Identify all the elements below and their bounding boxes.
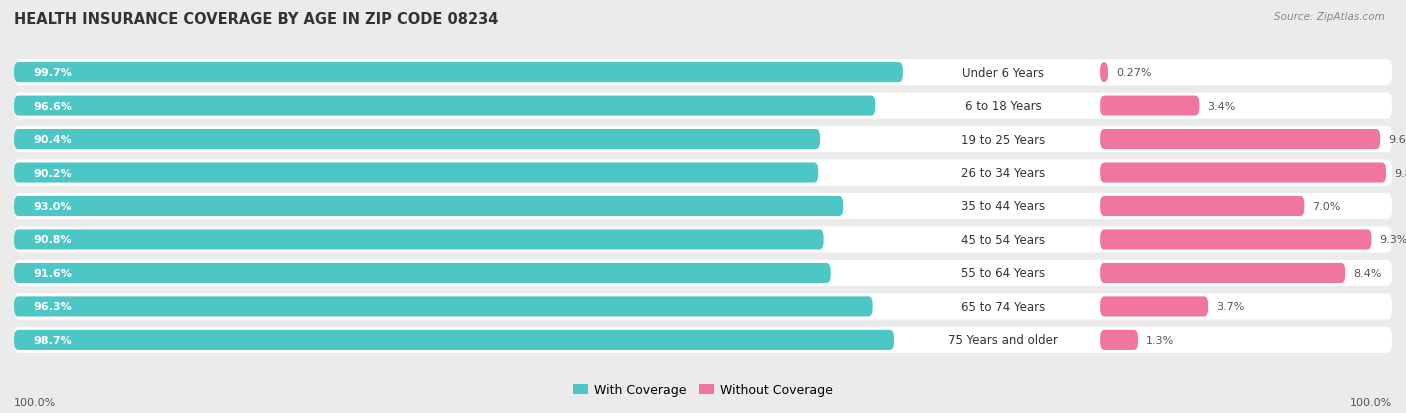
FancyBboxPatch shape [14, 327, 1392, 353]
Text: 99.7%: 99.7% [34, 68, 72, 78]
FancyBboxPatch shape [14, 230, 824, 250]
FancyBboxPatch shape [14, 93, 1392, 119]
Text: 6 to 18 Years: 6 to 18 Years [965, 100, 1042, 113]
Text: 9.6%: 9.6% [1388, 135, 1406, 145]
FancyBboxPatch shape [14, 160, 1392, 186]
FancyBboxPatch shape [1099, 330, 1137, 350]
Text: 65 to 74 Years: 65 to 74 Years [960, 300, 1045, 313]
Text: 75 Years and older: 75 Years and older [948, 334, 1057, 347]
Text: 91.6%: 91.6% [34, 268, 72, 278]
Text: 3.7%: 3.7% [1216, 301, 1244, 312]
FancyBboxPatch shape [1099, 263, 1346, 283]
FancyBboxPatch shape [911, 64, 1095, 82]
Text: 7.0%: 7.0% [1313, 202, 1341, 211]
Text: 96.6%: 96.6% [34, 101, 73, 112]
Text: Source: ZipAtlas.com: Source: ZipAtlas.com [1274, 12, 1385, 22]
FancyBboxPatch shape [14, 260, 1392, 286]
Text: 1.3%: 1.3% [1146, 335, 1174, 345]
FancyBboxPatch shape [911, 298, 1095, 316]
Text: 90.8%: 90.8% [34, 235, 72, 245]
Text: 96.3%: 96.3% [34, 301, 72, 312]
Text: 45 to 54 Years: 45 to 54 Years [960, 233, 1045, 247]
Text: 93.0%: 93.0% [34, 202, 72, 211]
FancyBboxPatch shape [1099, 96, 1199, 116]
Text: 9.3%: 9.3% [1379, 235, 1406, 245]
Text: 90.4%: 90.4% [34, 135, 72, 145]
FancyBboxPatch shape [1099, 63, 1108, 83]
Text: 8.4%: 8.4% [1354, 268, 1382, 278]
Text: 55 to 64 Years: 55 to 64 Years [960, 267, 1045, 280]
FancyBboxPatch shape [1099, 163, 1386, 183]
Text: 100.0%: 100.0% [1350, 397, 1392, 407]
FancyBboxPatch shape [14, 197, 844, 216]
FancyBboxPatch shape [14, 193, 1392, 220]
Text: 100.0%: 100.0% [14, 397, 56, 407]
FancyBboxPatch shape [1099, 130, 1381, 150]
Text: 3.4%: 3.4% [1208, 101, 1236, 112]
FancyBboxPatch shape [14, 263, 831, 283]
Text: Under 6 Years: Under 6 Years [962, 66, 1043, 79]
FancyBboxPatch shape [1099, 297, 1208, 317]
Legend: With Coverage, Without Coverage: With Coverage, Without Coverage [568, 378, 838, 401]
FancyBboxPatch shape [911, 265, 1095, 282]
Text: 98.7%: 98.7% [34, 335, 72, 345]
Text: 9.8%: 9.8% [1395, 168, 1406, 178]
FancyBboxPatch shape [14, 60, 1392, 86]
FancyBboxPatch shape [14, 63, 903, 83]
FancyBboxPatch shape [14, 130, 820, 150]
Text: 0.27%: 0.27% [1116, 68, 1152, 78]
Text: 35 to 44 Years: 35 to 44 Years [960, 200, 1045, 213]
FancyBboxPatch shape [911, 131, 1095, 148]
FancyBboxPatch shape [14, 330, 894, 350]
FancyBboxPatch shape [14, 163, 818, 183]
FancyBboxPatch shape [911, 198, 1095, 215]
FancyBboxPatch shape [14, 96, 876, 116]
FancyBboxPatch shape [911, 331, 1095, 349]
FancyBboxPatch shape [1099, 230, 1371, 250]
Text: 90.2%: 90.2% [34, 168, 72, 178]
Text: 19 to 25 Years: 19 to 25 Years [960, 133, 1045, 146]
FancyBboxPatch shape [911, 164, 1095, 182]
FancyBboxPatch shape [911, 97, 1095, 115]
Text: HEALTH INSURANCE COVERAGE BY AGE IN ZIP CODE 08234: HEALTH INSURANCE COVERAGE BY AGE IN ZIP … [14, 12, 499, 27]
FancyBboxPatch shape [1099, 197, 1305, 216]
FancyBboxPatch shape [14, 227, 1392, 253]
Text: 26 to 34 Years: 26 to 34 Years [960, 166, 1045, 180]
FancyBboxPatch shape [911, 231, 1095, 249]
FancyBboxPatch shape [14, 127, 1392, 153]
FancyBboxPatch shape [14, 297, 873, 317]
FancyBboxPatch shape [14, 294, 1392, 320]
